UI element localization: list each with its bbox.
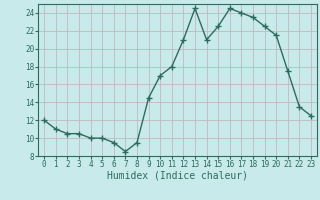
X-axis label: Humidex (Indice chaleur): Humidex (Indice chaleur) — [107, 171, 248, 181]
